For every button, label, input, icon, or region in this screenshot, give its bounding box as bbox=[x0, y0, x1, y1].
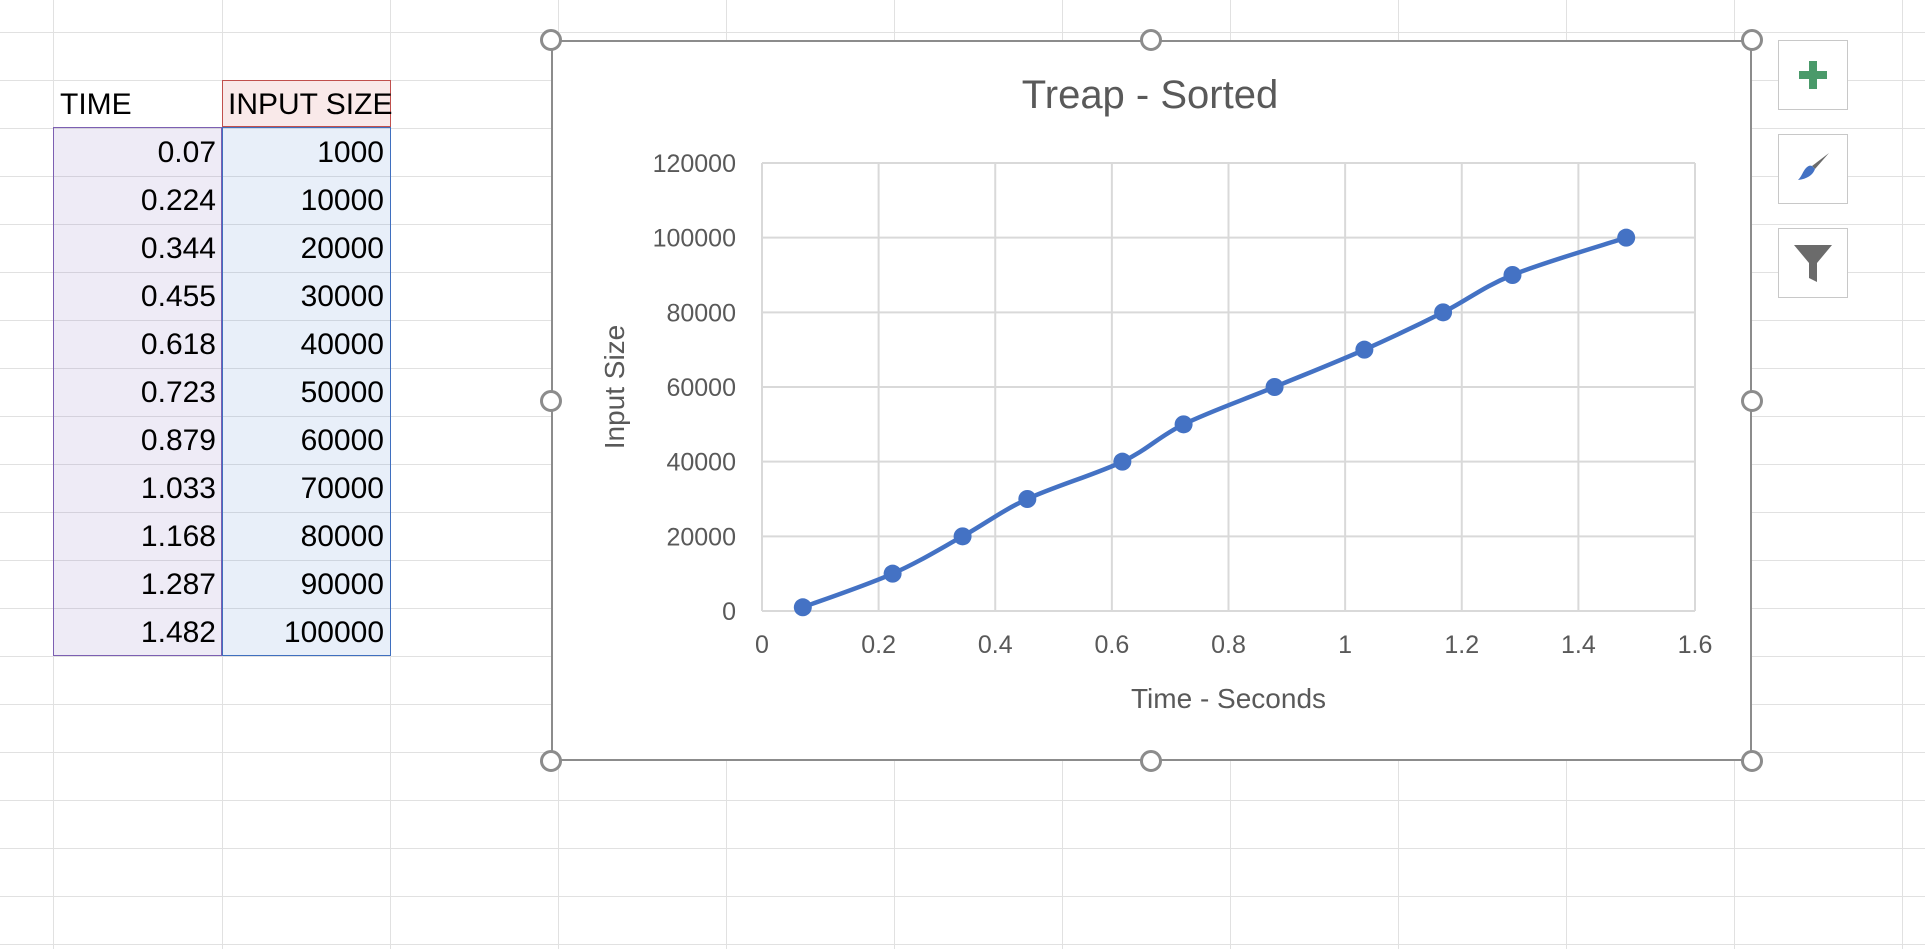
resize-handle-top[interactable] bbox=[1140, 29, 1162, 51]
time-cell[interactable]: 1.033 bbox=[140, 472, 216, 505]
y-tick-label: 60000 bbox=[666, 374, 736, 402]
chart-elements-button[interactable] bbox=[1778, 40, 1848, 110]
input-size-cell[interactable]: 1000 bbox=[317, 136, 384, 169]
input-size-header[interactable]: INPUT SIZE bbox=[228, 88, 393, 121]
chart-filters-button[interactable] bbox=[1778, 228, 1848, 298]
x-tick-label: 0.6 bbox=[1094, 631, 1129, 659]
resize-handle-bottom-right[interactable] bbox=[1741, 750, 1763, 772]
time-cell[interactable]: 0.224 bbox=[140, 184, 216, 217]
data-point bbox=[1018, 490, 1037, 508]
time-range-highlight bbox=[53, 127, 222, 656]
time-cell[interactable]: 1.168 bbox=[140, 520, 216, 553]
x-tick-label: 0.8 bbox=[1211, 631, 1246, 659]
chart-area[interactable] bbox=[551, 40, 1752, 761]
x-axis-label: Time - Seconds bbox=[1131, 683, 1326, 714]
series-line bbox=[800, 235, 1629, 610]
time-cell[interactable]: 0.07 bbox=[157, 136, 216, 169]
y-axis-label: Input Size bbox=[599, 325, 630, 450]
input-size-cell[interactable]: 80000 bbox=[300, 520, 384, 553]
input-size-range-highlight bbox=[222, 127, 391, 656]
input-size-cell[interactable]: 90000 bbox=[300, 568, 384, 601]
chart-svg: 0 0.2 0.4 0.6 0.8 1 1.2 1.4 1.6 0 20000 40000 60000 8… bbox=[599, 73, 1713, 714]
resize-handle-bottom[interactable] bbox=[1140, 750, 1162, 772]
input-size-cell[interactable]: 50000 bbox=[300, 376, 384, 409]
input-size-cell[interactable]: 70000 bbox=[300, 472, 384, 505]
y-tick-label: 120000 bbox=[653, 150, 736, 178]
time-header[interactable]: TIME bbox=[60, 88, 132, 121]
x-tick-label: 1.4 bbox=[1561, 631, 1596, 659]
data-point bbox=[1617, 228, 1636, 247]
input-size-cell[interactable]: 60000 bbox=[300, 424, 384, 457]
input-size-cell[interactable]: 40000 bbox=[300, 328, 384, 361]
x-tick-label: 1.6 bbox=[1678, 631, 1713, 659]
resize-handle-right[interactable] bbox=[1741, 390, 1763, 412]
time-cell[interactable]: 0.455 bbox=[140, 280, 216, 313]
x-tick-label: 0 bbox=[755, 631, 769, 659]
data-point bbox=[883, 564, 902, 583]
time-cell[interactable]: 0.723 bbox=[140, 376, 216, 409]
y-tick-label: 80000 bbox=[666, 299, 736, 327]
input-size-cell[interactable]: 10000 bbox=[300, 184, 384, 217]
y-tick-label: 20000 bbox=[666, 523, 736, 551]
time-cell[interactable]: 1.287 bbox=[140, 568, 216, 601]
resize-handle-left[interactable] bbox=[540, 390, 562, 412]
time-cell[interactable]: 0.618 bbox=[140, 328, 216, 361]
x-tick-label: 0.2 bbox=[861, 631, 896, 659]
input-size-cell[interactable]: 100000 bbox=[283, 616, 384, 649]
y-tick-label: 40000 bbox=[666, 449, 736, 477]
paintbrush-icon bbox=[1798, 153, 1829, 180]
data-point bbox=[1355, 340, 1374, 359]
data-point bbox=[1174, 415, 1193, 434]
funnel-icon bbox=[1794, 245, 1832, 282]
input-size-cell[interactable]: 30000 bbox=[300, 280, 384, 313]
resize-handle-top-right[interactable] bbox=[1741, 29, 1763, 51]
x-tick-label: 1.2 bbox=[1444, 631, 1479, 659]
data-point bbox=[953, 527, 972, 546]
chart-styles-button[interactable] bbox=[1778, 134, 1848, 204]
data-point bbox=[793, 598, 812, 617]
resize-handle-bottom-left[interactable] bbox=[540, 750, 562, 772]
y-tick-label: 0 bbox=[722, 598, 736, 626]
data-point bbox=[1113, 452, 1132, 471]
time-cell[interactable]: 0.344 bbox=[140, 232, 216, 265]
y-tick-label: 100000 bbox=[653, 225, 736, 253]
input-size-header-highlight bbox=[222, 80, 391, 127]
x-tick-label: 0.4 bbox=[978, 631, 1013, 659]
time-cell[interactable]: 0.879 bbox=[140, 424, 216, 457]
resize-handle-top-left[interactable] bbox=[540, 29, 562, 51]
time-cell[interactable]: 1.482 bbox=[140, 616, 216, 649]
plus-icon bbox=[1799, 61, 1827, 89]
chart-title: Treap - Sorted bbox=[1022, 73, 1278, 117]
input-size-cell[interactable]: 20000 bbox=[300, 232, 384, 265]
x-tick-label: 1 bbox=[1338, 631, 1352, 659]
data-point bbox=[1503, 266, 1522, 284]
data-point bbox=[1265, 378, 1284, 396]
data-point bbox=[1434, 303, 1453, 322]
